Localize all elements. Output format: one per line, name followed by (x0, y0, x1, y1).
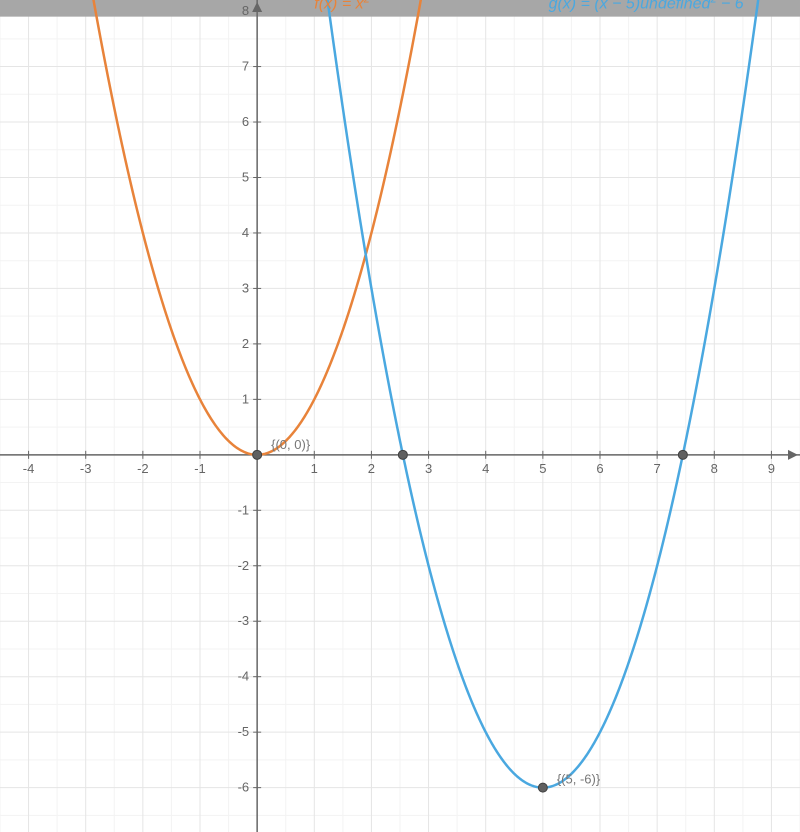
graph-plot: -4 -3 -2 -1 1 2 3 4 5 6 7 8 9 -6 -5 -4 -3 -2 -1 1 2 3 4 5 6 7 8 f(x… (0, 0, 800, 832)
y-tick-label: 7 (242, 59, 249, 74)
x-tick-label: 5 (539, 461, 546, 476)
y-tick-label: -2 (238, 558, 250, 573)
x-tick-label: 3 (425, 461, 432, 476)
y-tick-label: 8 (242, 3, 249, 18)
x-tick-label: 9 (768, 461, 775, 476)
y-tick-label: -4 (238, 669, 250, 684)
marked-point (678, 450, 687, 459)
x-tick-label: -2 (137, 461, 149, 476)
x-tick-label: 7 (654, 461, 661, 476)
x-tick-label: 8 (711, 461, 718, 476)
x-tick-label: -3 (80, 461, 92, 476)
y-tick-label: -1 (238, 502, 250, 517)
y-tick-label: -5 (238, 724, 250, 739)
y-tick-label: -6 (238, 780, 250, 795)
marked-point (398, 450, 407, 459)
y-tick-label: 1 (242, 391, 249, 406)
x-tick-label: 1 (311, 461, 318, 476)
marked-point (253, 450, 262, 459)
y-tick-label: 3 (242, 280, 249, 295)
marked-point (538, 783, 547, 792)
x-tick-label: -4 (23, 461, 35, 476)
x-tick-label: 6 (596, 461, 603, 476)
y-tick-label: -3 (238, 613, 250, 628)
function-f-label: f(x) = x2 (314, 0, 369, 12)
x-tick-label: -1 (194, 461, 206, 476)
y-tick-label: 5 (242, 169, 249, 184)
y-tick-label: 6 (242, 114, 249, 129)
x-tick-label: 4 (482, 461, 489, 476)
point-label: {(0, 0)} (271, 437, 311, 452)
y-tick-label: 4 (242, 225, 249, 240)
x-tick-label: 2 (368, 461, 375, 476)
y-tick-label: 2 (242, 336, 249, 351)
point-label: {(5, -6)} (557, 772, 601, 787)
